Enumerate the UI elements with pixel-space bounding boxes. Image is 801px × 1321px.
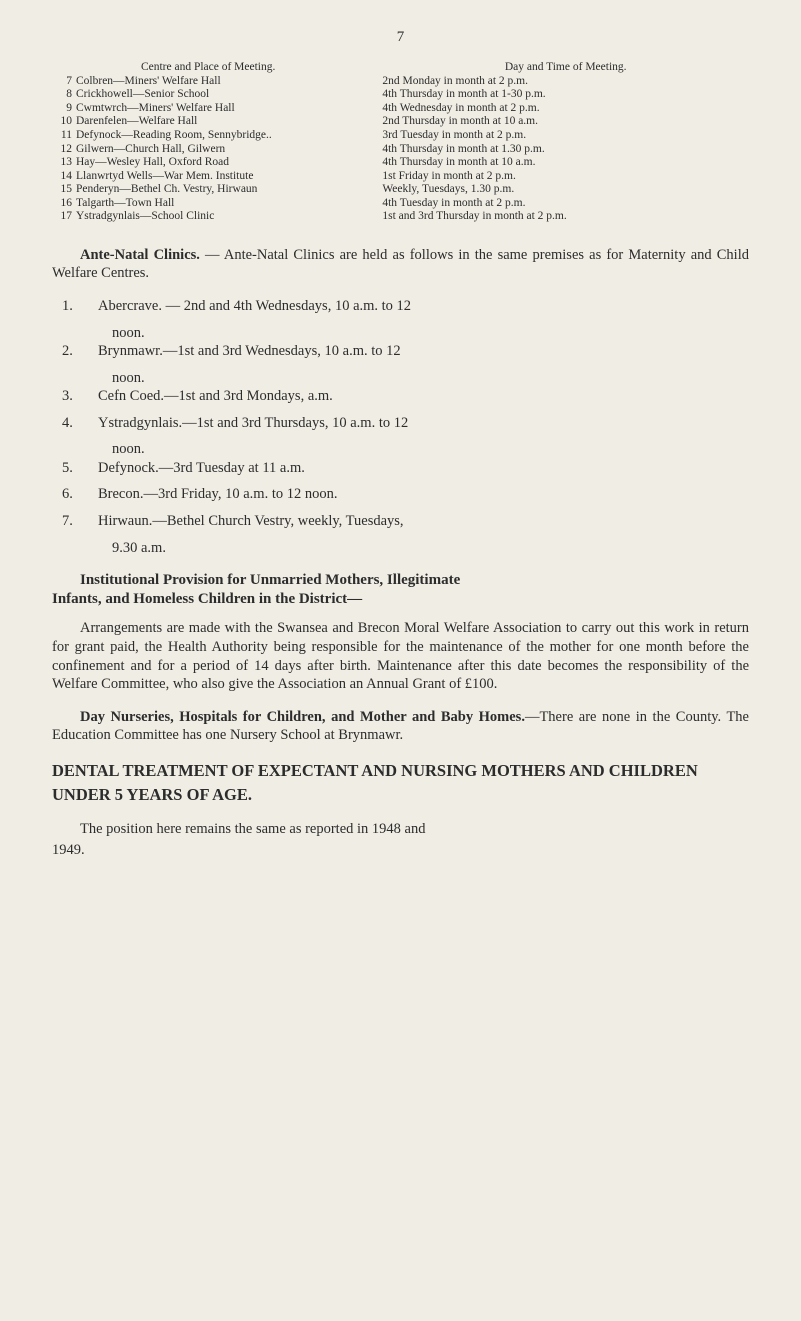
list-item-num: 1.	[52, 297, 98, 316]
dental-heading: DENTAL TREATMENT OF EXPECTANT AND NURSIN…	[52, 759, 749, 809]
meetings-row-num: 15	[52, 183, 76, 197]
meetings-row: 15Penderyn—Bethel Ch. Vestry, Hirwaun	[52, 183, 364, 197]
meetings-time: 4th Thursday in month at 1-30 p.m.	[382, 88, 749, 102]
list-item: 2.Brynmawr.—1st and 3rd Wednesdays, 10 a…	[52, 342, 749, 361]
institutional-heading-line2: Infants, and Homeless Children in the Di…	[52, 590, 749, 609]
list-item: 3.Cefn Coed.—1st and 3rd Mondays, a.m.	[52, 387, 749, 406]
meetings-row: 4th Wednesday in month at 2 p.m.	[382, 102, 749, 116]
meetings-row: 1st and 3rd Thursday in month at 2 p.m.	[382, 210, 749, 224]
meetings-row: 4th Tuesday in month at 2 p.m.	[382, 197, 749, 211]
meetings-centre: Ystradgynlais—School Clinic	[76, 210, 364, 224]
ante-natal-list: 1.Abercrave. — 2nd and 4th Wednesdays, 1…	[52, 297, 749, 557]
ante-natal-runin: Ante-Natal Clinics.	[80, 247, 200, 263]
list-item-sub: 9.30 a.m.	[52, 539, 749, 558]
list-item-text: Defynock.—3rd Tuesday at 11 a.m.	[98, 459, 749, 478]
meetings-row: 16Talgarth—Town Hall	[52, 197, 364, 211]
institutional-heading-line1: Institutional Provision for Unmarried Mo…	[52, 571, 749, 590]
meetings-row-num: 17	[52, 210, 76, 224]
meetings-row-num: 7	[52, 75, 76, 89]
meetings-left-header: Centre and Place of Meeting.	[52, 61, 364, 75]
meetings-row-num: 14	[52, 170, 76, 184]
meetings-row: 2nd Monday in month at 2 p.m.	[382, 75, 749, 89]
meetings-centre: Talgarth—Town Hall	[76, 197, 364, 211]
list-item-num: 6.	[52, 485, 98, 504]
meetings-row: 11Defynock—Reading Room, Sennybridge..	[52, 129, 364, 143]
list-item: 5.Defynock.—3rd Tuesday at 11 a.m.	[52, 459, 749, 478]
meetings-right-header: Day and Time of Meeting.	[382, 61, 749, 75]
meetings-row-num: 10	[52, 115, 76, 129]
meetings-centre: Cwmtwrch—Miners' Welfare Hall	[76, 102, 364, 116]
list-item-text: Hirwaun.—Bethel Church Vestry, weekly, T…	[98, 512, 749, 531]
meetings-time: 4th Tuesday in month at 2 p.m.	[382, 197, 749, 211]
meetings-row-num: 8	[52, 88, 76, 102]
meetings-row: Weekly, Tuesdays, 1.30 p.m.	[382, 183, 749, 197]
meetings-row: 12Gilwern—Church Hall, Gilwern	[52, 143, 364, 157]
meetings-row: 7Colbren—Miners' Welfare Hall	[52, 75, 364, 89]
meetings-row: 13Hay—Wesley Hall, Oxford Road	[52, 156, 364, 170]
day-nurseries-para: Day Nurseries, Hospitals for Children, a…	[52, 708, 749, 745]
meetings-time: 3rd Tuesday in month at 2 p.m.	[382, 129, 749, 143]
dental-year: 1949.	[52, 841, 749, 860]
institutional-para1: Arrangements are made with the Swansea a…	[52, 619, 749, 693]
meetings-centre: Colbren—Miners' Welfare Hall	[76, 75, 364, 89]
meetings-centre: Darenfelen—Welfare Hall	[76, 115, 364, 129]
meetings-row: 4th Thursday in month at 1-30 p.m.	[382, 88, 749, 102]
meetings-right-col: Day and Time of Meeting. 2nd Monday in m…	[382, 61, 749, 224]
ante-natal-intro: Ante-Natal Clinics. — Ante-Natal Clinics…	[52, 246, 749, 283]
list-item-sub: noon.	[52, 369, 749, 388]
meetings-centre: Llanwrtyd Wells—War Mem. Institute	[76, 170, 364, 184]
page: 7 Centre and Place of Meeting. 7Colbren—…	[0, 0, 801, 1321]
list-item: 7.Hirwaun.—Bethel Church Vestry, weekly,…	[52, 512, 749, 531]
meetings-time: 1st and 3rd Thursday in month at 2 p.m.	[382, 210, 749, 224]
list-item-text: Abercrave. — 2nd and 4th Wednesdays, 10 …	[98, 297, 749, 316]
meetings-row-num: 16	[52, 197, 76, 211]
list-item: 4.Ystradgynlais.—1st and 3rd Thursdays, …	[52, 414, 749, 433]
meetings-row: 1st Friday in month at 2 p.m.	[382, 170, 749, 184]
meetings-row-num: 12	[52, 143, 76, 157]
list-item-sub: noon.	[52, 324, 749, 343]
list-item-num: 2.	[52, 342, 98, 361]
list-item-text: Brynmawr.—1st and 3rd Wednesdays, 10 a.m…	[98, 342, 749, 361]
page-number: 7	[52, 28, 749, 47]
meetings-row: 14Llanwrtyd Wells—War Mem. Institute	[52, 170, 364, 184]
meetings-centre: Defynock—Reading Room, Sennybridge..	[76, 129, 364, 143]
list-item-num: 7.	[52, 512, 98, 531]
meetings-row: 2nd Thursday in month at 10 a.m.	[382, 115, 749, 129]
list-item-sub: noon.	[52, 440, 749, 459]
meetings-row-num: 9	[52, 102, 76, 116]
list-item: 1.Abercrave. — 2nd and 4th Wednesdays, 1…	[52, 297, 749, 316]
list-item-text: Brecon.—3rd Friday, 10 a.m. to 12 noon.	[98, 485, 749, 504]
meetings-centre: Hay—Wesley Hall, Oxford Road	[76, 156, 364, 170]
meetings-row: 9Cwmtwrch—Miners' Welfare Hall	[52, 102, 364, 116]
meetings-row-num: 11	[52, 129, 76, 143]
meetings-table: Centre and Place of Meeting. 7Colbren—Mi…	[52, 61, 749, 224]
meetings-row: 4th Thursday in month at 1.30 p.m.	[382, 143, 749, 157]
meetings-time: 2nd Thursday in month at 10 a.m.	[382, 115, 749, 129]
meetings-centre: Penderyn—Bethel Ch. Vestry, Hirwaun	[76, 183, 364, 197]
meetings-row: 8Crickhowell—Senior School	[52, 88, 364, 102]
meetings-time: 4th Thursday in month at 1.30 p.m.	[382, 143, 749, 157]
list-item-num: 4.	[52, 414, 98, 433]
meetings-row: 4th Thursday in month at 10 a.m.	[382, 156, 749, 170]
meetings-centre: Crickhowell—Senior School	[76, 88, 364, 102]
meetings-time: 4th Thursday in month at 10 a.m.	[382, 156, 749, 170]
list-item-text: Cefn Coed.—1st and 3rd Mondays, a.m.	[98, 387, 749, 406]
meetings-time: 2nd Monday in month at 2 p.m.	[382, 75, 749, 89]
meetings-row: 10Darenfelen—Welfare Hall	[52, 115, 364, 129]
meetings-left-col: Centre and Place of Meeting. 7Colbren—Mi…	[52, 61, 364, 224]
meetings-row-num: 13	[52, 156, 76, 170]
meetings-time: Weekly, Tuesdays, 1.30 p.m.	[382, 183, 749, 197]
day-nurseries-runin: Day Nurseries, Hospitals for Children, a…	[80, 709, 525, 725]
meetings-centre: Gilwern—Church Hall, Gilwern	[76, 143, 364, 157]
meetings-time: 4th Wednesday in month at 2 p.m.	[382, 102, 749, 116]
institutional-heading: Institutional Provision for Unmarried Mo…	[52, 571, 749, 609]
list-item-num: 5.	[52, 459, 98, 478]
meetings-time: 1st Friday in month at 2 p.m.	[382, 170, 749, 184]
dental-para: The position here remains the same as re…	[52, 820, 749, 839]
meetings-row: 17Ystradgynlais—School Clinic	[52, 210, 364, 224]
meetings-row: 3rd Tuesday in month at 2 p.m.	[382, 129, 749, 143]
list-item-num: 3.	[52, 387, 98, 406]
list-item: 6.Brecon.—3rd Friday, 10 a.m. to 12 noon…	[52, 485, 749, 504]
list-item-text: Ystradgynlais.—1st and 3rd Thursdays, 10…	[98, 414, 749, 433]
